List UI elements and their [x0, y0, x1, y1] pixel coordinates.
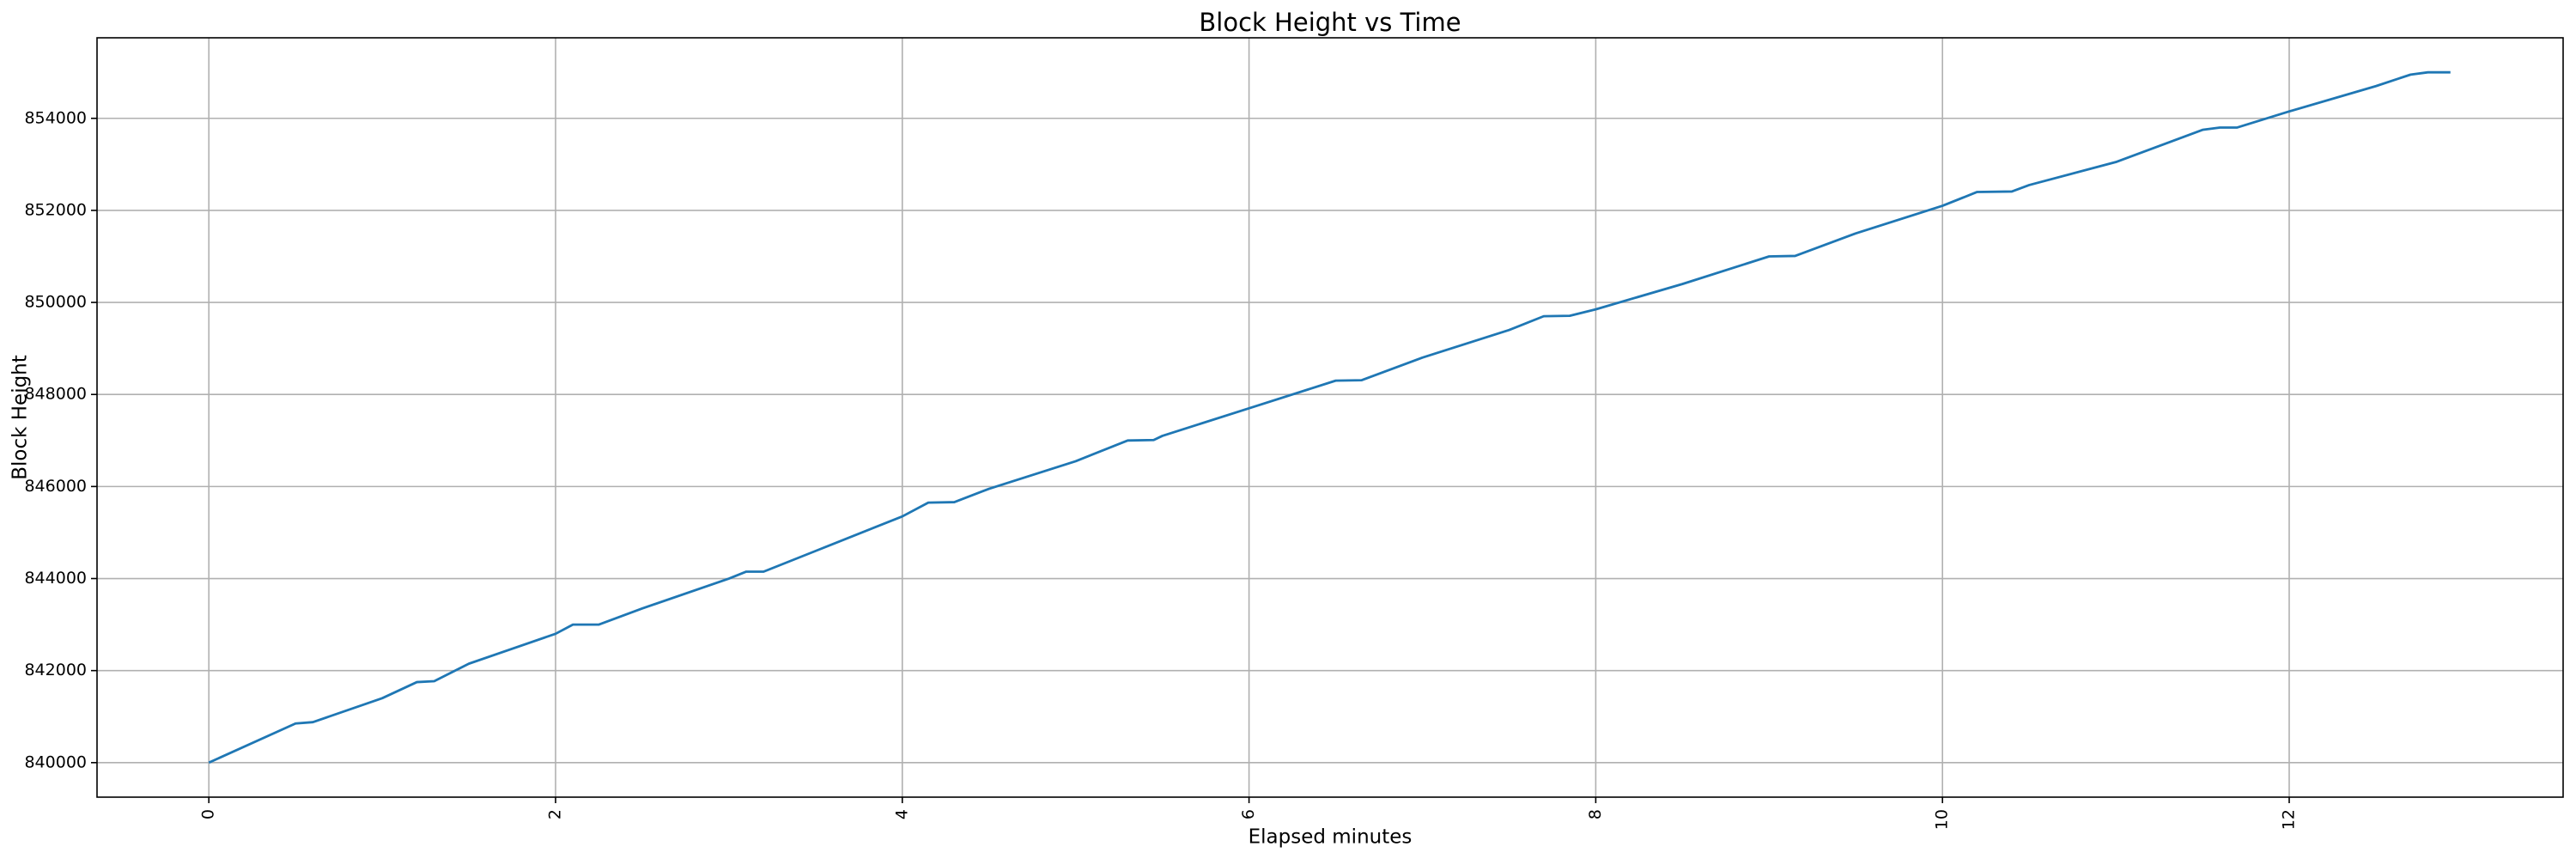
plot-frame	[96, 37, 2564, 798]
x-tick-label: 4	[892, 809, 911, 819]
y-tick-label: 844000	[24, 569, 87, 588]
y-tick-label: 848000	[24, 385, 87, 404]
chart-title: Block Height vs Time	[1199, 8, 1461, 37]
y-tick-label: 852000	[24, 200, 87, 219]
y-tick-label: 850000	[24, 293, 87, 312]
y-tick-label: 840000	[24, 752, 87, 771]
y-tick-label: 854000	[24, 108, 87, 127]
x-tick-label: 6	[1239, 809, 1258, 819]
y-tick-label: 842000	[24, 661, 87, 679]
x-tick-label: 8	[1586, 809, 1605, 819]
y-tick-label: 846000	[24, 477, 87, 496]
x-tick-label: 0	[199, 809, 218, 819]
data-line	[208, 70, 2451, 765]
x-tick-label: 2	[546, 809, 565, 819]
y-axis-label: Block Height	[9, 355, 32, 480]
x-tick-label: 10	[1933, 809, 1952, 830]
x-axis-label: Elapsed minutes	[1249, 826, 1413, 849]
x-tick-label: 12	[2280, 809, 2299, 830]
